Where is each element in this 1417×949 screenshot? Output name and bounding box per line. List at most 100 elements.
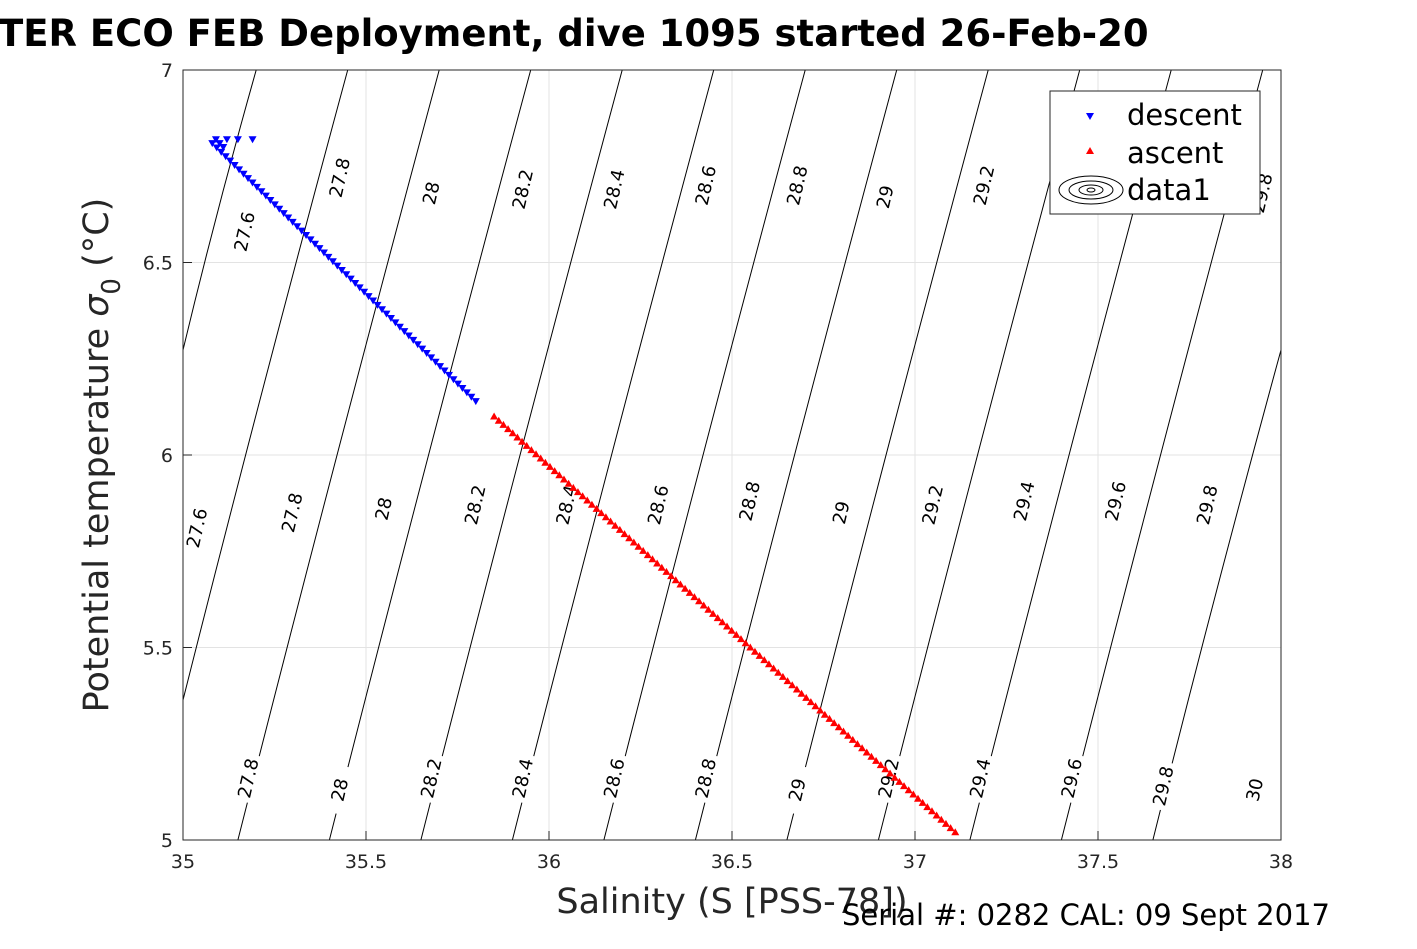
descent-point: [235, 166, 244, 174]
descent-point: [364, 293, 373, 301]
ascent-point: [792, 685, 801, 693]
ascent-point: [802, 693, 811, 701]
x-tick-label: 37.5: [1077, 851, 1119, 873]
descent-point: [221, 153, 230, 161]
descent-point: [462, 389, 471, 397]
ascent-point: [941, 819, 950, 827]
contour-line: [237, 69, 440, 841]
contour-label-bg: [827, 487, 856, 539]
contour-label: 28.4: [600, 167, 629, 211]
ascent-point: [648, 555, 657, 563]
descent-point: [275, 205, 284, 213]
ascent-point: [620, 530, 629, 538]
serial-cal-note: Serial #: 0282 CAL: 09 Sept 2017: [842, 898, 1330, 932]
ascent-point: [499, 420, 508, 428]
ascent-point: [946, 824, 955, 832]
ascent-point: [927, 807, 936, 815]
axes: 35 35.5 36 36.5 37 37.5 38 5 5.5 6 6.5 7: [143, 60, 1293, 873]
contour-line: [786, 69, 989, 841]
descent-point: [360, 288, 369, 296]
contour-label-bg: [736, 475, 765, 527]
ascent-point: [615, 525, 624, 533]
contour-label-bg: [509, 163, 538, 215]
contour-label-bg: [1058, 752, 1087, 804]
descent-point: [382, 310, 391, 318]
y-tick-label: 7: [161, 60, 173, 82]
descent-point: [458, 384, 467, 392]
ascent-point: [918, 798, 927, 806]
ascent-point: [676, 580, 685, 588]
contour-line: [603, 69, 806, 841]
contour-label: 28.8: [783, 164, 812, 208]
contour-label-bg: [970, 160, 999, 211]
contour-label-bg: [600, 163, 630, 215]
descent-point: [413, 341, 422, 349]
y-axis-label-main: Potential temperature: [77, 317, 117, 713]
ascent-point: [895, 777, 904, 785]
descent-point: [230, 162, 239, 170]
descent-point: [266, 196, 275, 204]
contour-label: 29.8: [1149, 764, 1178, 808]
contour-label-bg: [461, 479, 490, 531]
descent-point: [248, 179, 257, 187]
ascent-point: [872, 756, 881, 764]
ascent-point: [713, 614, 722, 622]
ascent-point: [839, 727, 848, 735]
descent-point: [324, 253, 333, 261]
contour-label: 29.4: [966, 757, 995, 801]
ascent-point: [494, 416, 503, 424]
descent-point: [306, 236, 315, 244]
contour-label: 28.6: [692, 164, 721, 208]
contour-label: 28.6: [644, 483, 673, 527]
ascent-point: [504, 425, 513, 433]
contour-label-bg: [509, 752, 538, 804]
descent-point: [391, 319, 400, 327]
legend-descent-label: descent: [1127, 98, 1242, 132]
descent-point: [288, 218, 297, 226]
descent-point: [346, 275, 355, 283]
ascent-point: [695, 597, 704, 605]
contour-label-bg: [783, 764, 813, 816]
y-axis-label: Potential temperature σ0 (°C): [77, 198, 127, 713]
y-tick-label: 5.5: [143, 638, 173, 660]
x-axis-label: Salinity (S [PSS-78]): [556, 882, 907, 922]
descent-point: [261, 192, 270, 200]
legend-box: [1049, 90, 1261, 215]
ascent-point: [848, 735, 857, 743]
ascent-point: [559, 475, 568, 483]
ascent-point: [569, 483, 578, 491]
ascent-point: [820, 710, 829, 718]
ascent-point: [886, 769, 895, 777]
ascent-point: [811, 702, 820, 710]
contour-label-bg: [1102, 475, 1131, 527]
descent-point: [284, 214, 293, 222]
descent-point: [373, 301, 382, 309]
ascent-point: [625, 534, 634, 542]
ascent-point: [783, 677, 792, 685]
descent-point: [436, 363, 445, 371]
ascent-point: [881, 765, 890, 773]
descent-point: [208, 140, 217, 148]
contour-label-bg: [600, 752, 630, 804]
ascent-point: [830, 719, 839, 727]
descent-point: [233, 136, 242, 144]
ascent-point: [788, 681, 797, 689]
ascent-point: [923, 803, 932, 811]
ascent-point: [699, 601, 708, 609]
contour-label-bg: [231, 206, 260, 258]
x-tick-label: 36.5: [711, 851, 753, 873]
descent-point: [302, 231, 311, 239]
x-tick-label: 36: [537, 851, 561, 873]
ascent-point: [657, 563, 666, 571]
ascent-point: [634, 542, 643, 550]
y-tick-label: 5: [161, 830, 173, 852]
contour-label: 28.2: [461, 483, 490, 527]
ascent-point: [536, 454, 545, 462]
ascent-point: [858, 744, 867, 752]
descent-point: [351, 280, 360, 288]
ascent-point: [816, 706, 825, 714]
descent-point: [404, 332, 413, 340]
ascent-point: [611, 521, 620, 529]
descent-point: [395, 323, 404, 331]
